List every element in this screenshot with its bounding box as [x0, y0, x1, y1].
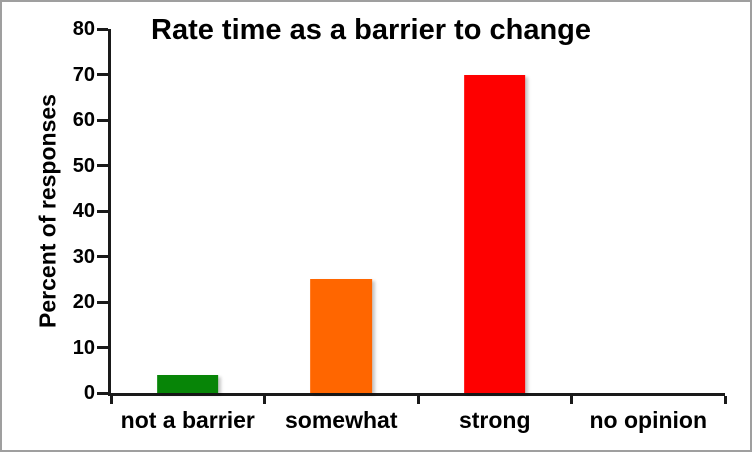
y-tick-label: 20 [72, 291, 95, 313]
y-axis-tick [97, 118, 108, 122]
y-tick-label: 60 [72, 109, 95, 131]
y-tick-label: 40 [72, 200, 95, 222]
y-tick-label: 70 [72, 63, 95, 86]
y-axis-tick [97, 255, 108, 258]
y-axis-tick [97, 346, 108, 349]
x-axis-tick [570, 396, 573, 404]
y-axis-tick [97, 391, 108, 395]
y-tick-label: 10 [72, 336, 95, 359]
x-tick-label: strong [458, 407, 531, 433]
x-axis-tick [723, 396, 727, 404]
y-axis-tick [97, 27, 108, 31]
y-axis-tick [97, 209, 108, 213]
y-tick-label: 30 [72, 245, 95, 268]
bar-not-a-barrier [156, 374, 219, 393]
x-tick-label: not a barrier [120, 407, 255, 433]
x-axis-tick [109, 396, 113, 404]
plot-area: 0 10 20 30 40 50 60 70 80 not a barrier somewhat s… [73, 19, 727, 433]
x-axis-tick [263, 396, 266, 404]
y-tick-label: 80 [72, 18, 95, 40]
bar-strong [463, 74, 526, 393]
y-axis-title: Percent of responses [34, 94, 61, 328]
chart-title: Rate time as a barrier to change [151, 14, 591, 46]
x-tick-label: somewhat [285, 407, 398, 433]
x-tick-label: no opinion [589, 407, 708, 433]
y-axis-tick [97, 300, 108, 304]
y-axis-tick [97, 73, 108, 76]
y-axis-tick [97, 164, 108, 167]
y-tick-label: 50 [72, 154, 95, 177]
bar-somewhat [310, 279, 373, 393]
y-tick-label: 0 [83, 382, 95, 404]
x-axis-tick [416, 396, 420, 404]
